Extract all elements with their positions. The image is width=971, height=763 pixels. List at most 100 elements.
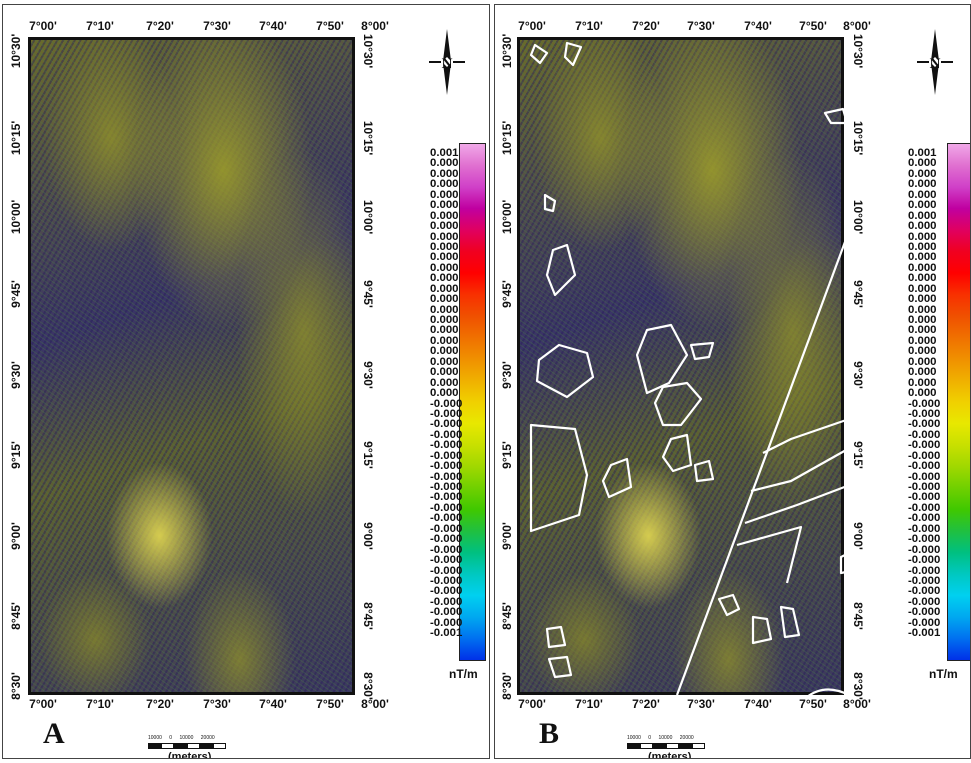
legend-value: 0.000 <box>908 220 937 233</box>
legend-value: -0.000 <box>908 449 941 462</box>
lat-label: 9°00' <box>361 522 375 550</box>
scale-bar-b <box>627 743 705 749</box>
legend-value: -0.000 <box>430 470 463 483</box>
fault-line <box>736 525 803 584</box>
legend-value: -0.000 <box>908 397 941 410</box>
anomaly-outline <box>751 615 773 645</box>
anomaly-outline <box>779 605 801 639</box>
lat-label: 9°15' <box>851 441 865 469</box>
lon-label: 7°30' <box>203 697 231 711</box>
lineament-overlay-b <box>529 41 857 698</box>
lat-label: 8°30' <box>361 672 375 700</box>
lat-label: 10°15' <box>851 120 865 156</box>
legend-value: 0.000 <box>430 355 459 368</box>
legend-value: 0.000 <box>430 345 459 358</box>
legend-value: 0.000 <box>430 251 459 264</box>
lon-label: 7°50' <box>316 697 344 711</box>
legend-value: 0.000 <box>430 303 459 316</box>
legend-value: -0.000 <box>430 554 463 567</box>
legend-value: -0.000 <box>908 595 941 608</box>
legend-value: -0.000 <box>430 418 463 431</box>
lon-label: 7°20' <box>146 697 174 711</box>
anomaly-outline <box>529 43 549 65</box>
lat-label: 9°45' <box>851 280 865 308</box>
legend-value: 0.000 <box>908 376 937 389</box>
legend-value: 0.000 <box>908 251 937 264</box>
legend-value: 0.000 <box>430 272 459 285</box>
lon-label: 7°50' <box>799 697 827 711</box>
lat-label: 10°30' <box>500 33 514 69</box>
lat-label: 10°15' <box>361 120 375 156</box>
lon-label: 7°20' <box>146 19 174 33</box>
legend-value: -0.000 <box>430 481 463 493</box>
lon-label: 7°50' <box>316 19 344 33</box>
legend-value: 0.000 <box>430 188 459 201</box>
lon-label: 7°30' <box>203 19 231 33</box>
lon-label: 7°10' <box>86 697 114 711</box>
legend-value: 0.000 <box>908 209 937 222</box>
legend-value: 0.000 <box>430 261 459 274</box>
lat-label: 10°30' <box>361 33 375 69</box>
legend-value: 0.000 <box>908 345 937 358</box>
legend-value: 0.000 <box>908 261 937 274</box>
legend-value: -0.000 <box>908 512 941 525</box>
lon-label: 8°00' <box>361 697 389 711</box>
legend-value: 0.000 <box>430 334 459 347</box>
legend-value: 0.000 <box>908 334 937 347</box>
lat-label: 9°45' <box>500 280 514 308</box>
anomaly-outline <box>547 655 573 679</box>
lon-label: 7°40' <box>744 19 772 33</box>
lat-label: 10°15' <box>500 120 514 156</box>
lat-label: 10°00' <box>851 199 865 235</box>
north-arrow-icon: N <box>429 29 465 95</box>
legend-value: -0.000 <box>908 533 941 546</box>
lat-label: 10°15' <box>9 120 23 156</box>
legend-value: -0.000 <box>430 585 463 598</box>
panel-a: 7°00' 7°10' 7°20' 7°30' 7°40' 7°50' 8°00… <box>2 4 490 759</box>
scale-tick: 0 <box>648 735 652 741</box>
anomaly-outline <box>839 549 855 575</box>
legend-value: -0.000 <box>908 418 941 431</box>
lat-label: 8°30' <box>500 672 514 700</box>
north-label: N <box>930 56 941 72</box>
legend-value: -0.000 <box>430 449 463 462</box>
scale-bar-ticks-a: 10000 0 10000 20000 <box>148 735 215 741</box>
scale-tick: 10000 <box>148 735 162 741</box>
lon-label: 8°00' <box>843 19 871 33</box>
anomaly-outline <box>563 41 583 67</box>
lat-label: 9°15' <box>361 441 375 469</box>
legend-value: 0.000 <box>908 272 937 285</box>
scale-bar-unit-a: (meters) <box>168 751 212 759</box>
anomaly-outline <box>661 433 693 473</box>
legend-value: -0.001 <box>430 627 463 640</box>
scale-tick: 10000 <box>627 735 641 741</box>
lon-label: 7°30' <box>687 697 715 711</box>
anomaly-outline <box>806 688 850 698</box>
legend-value: -0.000 <box>908 606 941 619</box>
lon-label: 7°10' <box>575 19 603 33</box>
lat-label: 9°15' <box>9 441 23 469</box>
fault-line <box>744 481 856 525</box>
legend-value: 0.001 <box>430 147 459 159</box>
scale-bar-a <box>148 743 226 749</box>
legend-value: -0.000 <box>908 616 941 629</box>
legend-value: 0.000 <box>908 157 937 170</box>
lon-label: 7°20' <box>632 697 660 711</box>
legend-value: -0.000 <box>430 522 463 535</box>
lat-label: 9°15' <box>500 441 514 469</box>
anomaly-outline <box>545 625 567 649</box>
lat-label: 10°00' <box>500 199 514 235</box>
legend-value: -0.000 <box>430 439 463 452</box>
legend-value: 0.000 <box>908 282 937 295</box>
legend-value: -0.000 <box>430 512 463 525</box>
north-arrow-icon: N <box>917 29 953 95</box>
legend-value: 0.000 <box>908 167 937 180</box>
lon-label: 7°30' <box>687 19 715 33</box>
legend-value: -0.000 <box>908 554 941 567</box>
legend-value: 0.000 <box>430 293 459 306</box>
legend-value: 0.000 <box>908 303 937 316</box>
legend-value: -0.000 <box>908 522 941 535</box>
legend-value: 0.000 <box>430 209 459 222</box>
scale-bar-unit-b: (meters) <box>648 751 692 759</box>
lon-label: 7°00' <box>518 19 546 33</box>
